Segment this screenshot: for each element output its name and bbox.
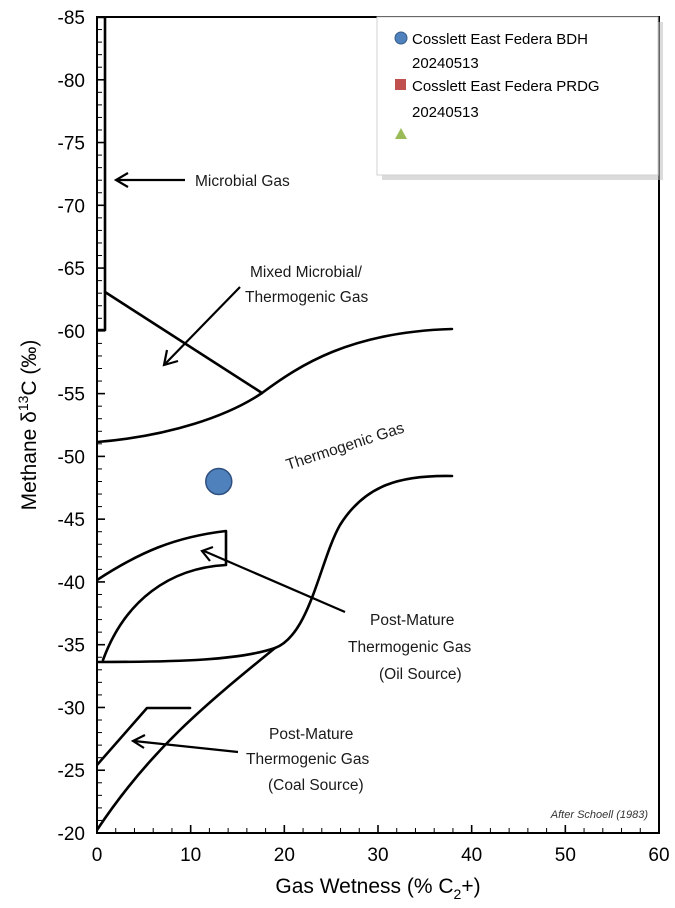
y-tick-label: -65: [58, 259, 85, 280]
annotation-coal-line3: (Coal Source): [268, 777, 364, 794]
legend-label-bdh-line2: 20240513: [412, 55, 479, 72]
post-mature-lower-boundary: [97, 646, 277, 832]
source-credit: After Schoell (1983): [550, 809, 649, 821]
x-tick-label: 40: [461, 845, 482, 866]
legend: Cosslett East Federa BDH 20240513 Cossle…: [376, 16, 663, 180]
y-tick-label: -20: [58, 824, 85, 845]
coal-arrow: [133, 739, 239, 754]
y-tick-label: -30: [58, 698, 85, 719]
annotation-mixed-line2: Thermogenic Gas: [245, 289, 368, 306]
y-axis-title: Methane δ13C (‰): [15, 340, 41, 511]
legend-label-prdg-line1: Cosslett East Federa PRDG: [412, 78, 600, 95]
x-axis-title: Gas Wetness (% C2+): [275, 875, 480, 902]
x-tick-label: 30: [367, 845, 388, 866]
annotation-oil-line3: (Oil Source): [379, 666, 462, 683]
annotation-mixed-line1: Mixed Microbial/: [250, 264, 363, 281]
y-tick-label: -85: [58, 8, 85, 29]
y-tick-label: -70: [58, 196, 85, 217]
thermogenic-upper-boundary: [97, 327, 454, 444]
annotation-oil-line1: Post-Mature: [370, 612, 454, 629]
data-points: [205, 467, 233, 496]
legend-label-bdh-line1: Cosslett East Federa BDH: [412, 31, 588, 48]
y-tick-label: -75: [58, 134, 85, 155]
annotation-arrows: [113, 172, 346, 754]
x-tick-label: 10: [180, 845, 201, 866]
legend-label-prdg-line2: 20240513: [412, 104, 479, 121]
y-tick-label: -40: [58, 573, 85, 594]
annotation-microbial: Microbial Gas: [195, 173, 290, 190]
y-tick-label: -45: [58, 510, 85, 531]
legend-marker-bdh: [394, 31, 408, 45]
mixed-arrow: [164, 286, 241, 365]
annotation-coal-line1: Post-Mature: [269, 726, 353, 743]
region-boundaries: [97, 17, 454, 832]
coal-source-boundary: [97, 706, 192, 767]
y-tick-label: -55: [58, 385, 85, 406]
y-tick-label: -25: [58, 761, 85, 782]
y-tick-label: -50: [58, 447, 85, 468]
annotation-oil-line2: Thermogenic Gas: [348, 639, 471, 656]
y-tick-label: -80: [58, 71, 85, 92]
data-point: [205, 467, 233, 496]
oil-source-upper: [97, 529, 228, 662]
y-tick-label: -60: [58, 322, 85, 343]
x-tick-label: 0: [92, 845, 103, 866]
mixed-gas-boundary: [103, 290, 264, 395]
y-tick-label: -35: [58, 636, 85, 657]
legend-marker-prdg: [395, 79, 406, 90]
annotation-coal-line2: Thermogenic Gas: [246, 751, 369, 768]
x-tick-label: 60: [648, 845, 669, 866]
legend-marker-triangle: [395, 128, 407, 139]
x-tick-label: 50: [555, 845, 576, 866]
legend-box: [376, 16, 659, 176]
axis-tick-labels: -85 -80 -75 -70 -65 -60 -55 -50 -45 -40 -35 -30 -25 -…: [58, 8, 670, 866]
microbial-gas-box: [97, 17, 107, 332]
thermogenic-lower-boundary: [97, 474, 454, 664]
oil-arrow: [203, 549, 346, 614]
x-tick-label: 20: [274, 845, 295, 866]
